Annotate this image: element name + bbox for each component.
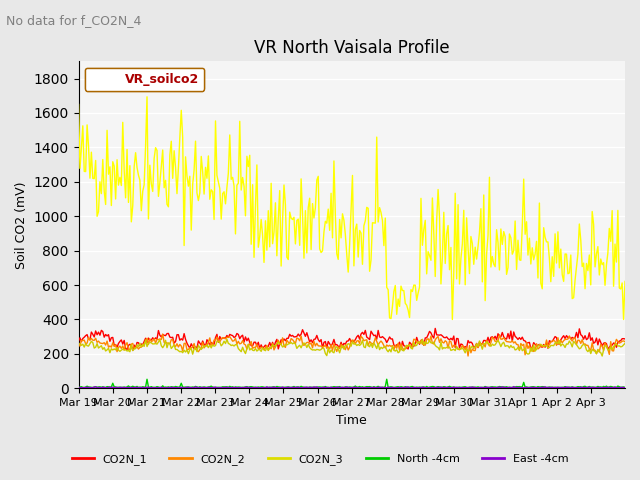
X-axis label: Time: Time xyxy=(337,414,367,427)
Legend: CO2N_1, CO2N_2, CO2N_3, North -4cm, East -4cm: CO2N_1, CO2N_2, CO2N_3, North -4cm, East… xyxy=(67,450,573,469)
Title: VR North Vaisala Profile: VR North Vaisala Profile xyxy=(254,39,449,57)
Text: No data for f_CO2N_4: No data for f_CO2N_4 xyxy=(6,14,142,27)
Legend: VR_soilco2: VR_soilco2 xyxy=(84,68,204,91)
Y-axis label: Soil CO2 (mV): Soil CO2 (mV) xyxy=(15,181,28,269)
